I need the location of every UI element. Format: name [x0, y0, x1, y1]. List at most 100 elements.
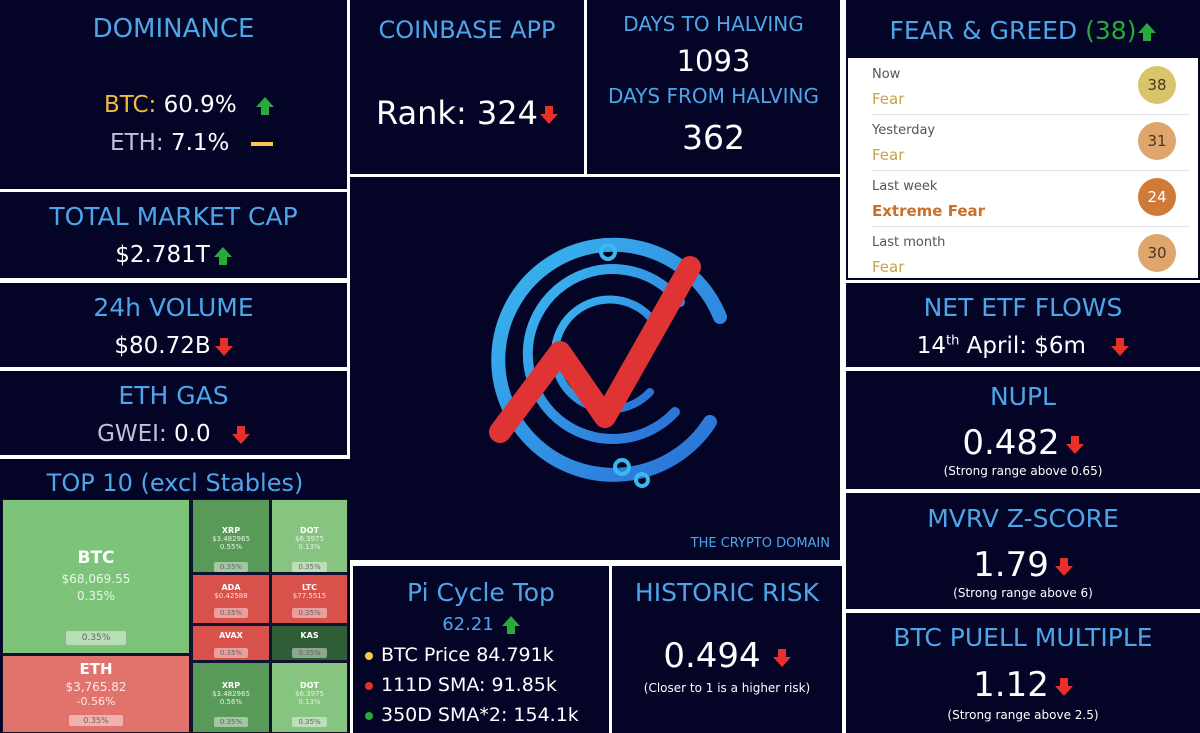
tile-pill: 0.35%: [292, 608, 327, 619]
pi-sma350: 350D SMA*2: 154.1k: [365, 704, 579, 726]
tile-symbol: XRP: [221, 526, 241, 535]
down-arrow-icon: [1065, 435, 1084, 454]
top10-title: TOP 10 (excl Stables): [46, 469, 304, 497]
fg-row-label: Now: [872, 67, 901, 82]
tile-dot[interactable]: DOT $6.3975 0.13% 0.35%: [271, 662, 348, 733]
tile-ada[interactable]: ADA $0.42588 0.35%: [192, 574, 270, 624]
eth-gas-panel: ETH GAS GWEI: 0.0: [0, 371, 347, 455]
up-arrow-icon: [501, 616, 520, 634]
mvrv-row: 1.79: [846, 545, 1200, 585]
tile-change: 0.56%: [219, 698, 243, 707]
tile-symbol: ADA: [221, 583, 241, 592]
pi-cycle-panel: Pi Cycle Top 62.21 BTC Price 84.791k 111…: [353, 566, 609, 733]
historic-risk-panel: HISTORIC RISK 0.494 (Closer to 1 is a hi…: [612, 566, 842, 733]
mvrv-title: MVRV Z-SCORE: [927, 504, 1119, 533]
tile-pill: 0.35%: [292, 561, 327, 572]
days-from-halving-label: DAYS FROM HALVING: [608, 84, 819, 108]
down-arrow-icon: [1054, 677, 1073, 696]
tile-kas[interactable]: KAS 0.35%: [271, 625, 348, 661]
tile-price: $77.5515: [292, 592, 327, 600]
top10-panel: TOP 10 (excl Stables) BTC $68,069.55 0.3…: [0, 459, 350, 733]
down-arrow-icon: [772, 648, 791, 667]
eth-dominance: ETH: 7.1%: [110, 130, 273, 156]
btc-dominance-value: 60.9%: [163, 92, 237, 118]
fear-greed-row: Last week Extreme Fear 24: [872, 170, 1190, 227]
tile-pill: 0.35%: [69, 715, 123, 726]
fear-greed-row: Yesterday Fear 31: [872, 114, 1190, 171]
dominance-panel: DOMINANCE BTC: 60.9% ETH: 7.1%: [0, 0, 347, 189]
fear-greed-current: (38): [1085, 16, 1137, 45]
puell-panel: BTC PUELL MULTIPLE 1.12 (Strong range ab…: [846, 613, 1200, 733]
btc-dominance: BTC: 60.9%: [104, 92, 274, 118]
pi-btc-price-text: BTC Price 84.791k: [381, 644, 554, 666]
pi-sma350-text: 350D SMA*2: 154.1k: [381, 704, 579, 726]
days-to-halving-label: DAYS TO HALVING: [623, 12, 804, 36]
tile-btc[interactable]: BTC $68,069.55 0.35% 0.35%: [2, 499, 190, 654]
tile-symbol: BTC: [77, 548, 115, 568]
tile-xrp[interactable]: XRP $3.482965 0.55% 0.35%: [192, 499, 270, 573]
fg-row-status: Extreme Fear: [872, 202, 986, 220]
up-arrow-icon: [213, 246, 232, 265]
pi-btc-price: BTC Price 84.791k: [365, 644, 554, 666]
tile-symbol: DOT: [300, 681, 319, 690]
etf-day-suffix: th: [946, 333, 960, 349]
tile-ltc[interactable]: LTC $77.5515 0.35%: [271, 574, 348, 624]
tile-price: $6.3975: [295, 535, 324, 543]
fear-greed-row: Now Fear 38: [872, 58, 1190, 115]
nupl-panel: NUPL 0.482 (Strong range above 0.65): [846, 371, 1200, 489]
down-arrow-icon: [231, 425, 250, 444]
tile-change: -0.56%: [76, 695, 116, 708]
fg-row-status: Fear: [872, 146, 905, 164]
etf-row: 14th April: $6m: [846, 333, 1200, 359]
tile-eth[interactable]: ETH $3,765.82 -0.56% 0.35%: [2, 655, 190, 733]
red-dot-icon: [365, 681, 373, 690]
fg-row-label: Yesterday: [872, 123, 936, 138]
tile-symbol: ETH: [79, 660, 113, 678]
tile-price: $3,765.82: [65, 680, 127, 694]
tile-symbol: DOT: [300, 526, 319, 535]
down-arrow-icon: [1111, 337, 1130, 356]
pi-cycle-value-row: 62.21: [353, 614, 609, 635]
etf-rest: April: $6m: [959, 333, 1086, 359]
tile-price: $0.42588: [214, 592, 248, 600]
coinbase-panel: COINBASE APP Rank: 324: [350, 0, 584, 174]
tile-pill: 0.35%: [65, 631, 127, 645]
historic-risk-title: HISTORIC RISK: [634, 578, 820, 607]
fear-greed-header: FEAR & GREED (38): [846, 16, 1200, 45]
tile-pill: 0.35%: [213, 608, 249, 619]
tile-symbol: XRP: [221, 681, 241, 690]
market-cap-panel: TOTAL MARKET CAP $2.781T: [0, 192, 347, 278]
fg-row-status: Fear: [872, 258, 905, 276]
down-arrow-icon: [214, 337, 233, 356]
puell-value: 1.12: [973, 665, 1049, 705]
tile-price: $3.482965: [212, 690, 250, 698]
tile-pill: 0.35%: [292, 716, 327, 727]
historic-risk-value: 0.494: [663, 636, 761, 676]
tile-change: 0.35%: [76, 589, 116, 603]
tile-price: $6.3975: [295, 690, 324, 698]
pi-cycle-value: 62.21: [442, 614, 494, 635]
pi-sma111-text: 111D SMA: 91.85k: [381, 674, 557, 696]
halving-panel: DAYS TO HALVING 1093 DAYS FROM HALVING 3…: [587, 0, 840, 174]
volume-value: $80.72B: [114, 333, 211, 359]
logo-caption: THE CRYPTO DOMAIN: [690, 536, 830, 551]
etf-panel: NET ETF FLOWS 14th April: $6m: [846, 283, 1200, 367]
tile-avax[interactable]: AVAX 0.35%: [192, 625, 270, 661]
mvrv-panel: MVRV Z-SCORE 1.79 (Strong range above 6): [846, 493, 1200, 609]
eth-dominance-value: 7.1%: [170, 130, 230, 156]
fg-row-value: 24: [1138, 178, 1176, 216]
tile-pill: 0.35%: [213, 648, 249, 658]
eth-dominance-label: ETH:: [110, 130, 164, 156]
crypto-domain-logo-icon: [489, 237, 727, 488]
mvrv-note: (Strong range above 6): [953, 586, 1093, 600]
fg-row-value: 30: [1138, 234, 1176, 272]
logo-panel: THE CRYPTO DOMAIN: [350, 177, 840, 560]
tile-change: 0.13%: [298, 543, 321, 552]
tile-dot[interactable]: DOT $6.3975 0.13% 0.35%: [271, 499, 348, 573]
tile-xrp[interactable]: XRP $3.482965 0.56% 0.35%: [192, 662, 270, 733]
tile-pill: 0.35%: [213, 716, 249, 727]
fear-greed-list: Now Fear 38 Yesterday Fear 31 Last week …: [848, 58, 1198, 278]
fg-row-value: 38: [1138, 66, 1176, 104]
puell-note: (Strong range above 2.5): [947, 708, 1099, 722]
puell-title: BTC PUELL MULTIPLE: [893, 623, 1153, 652]
